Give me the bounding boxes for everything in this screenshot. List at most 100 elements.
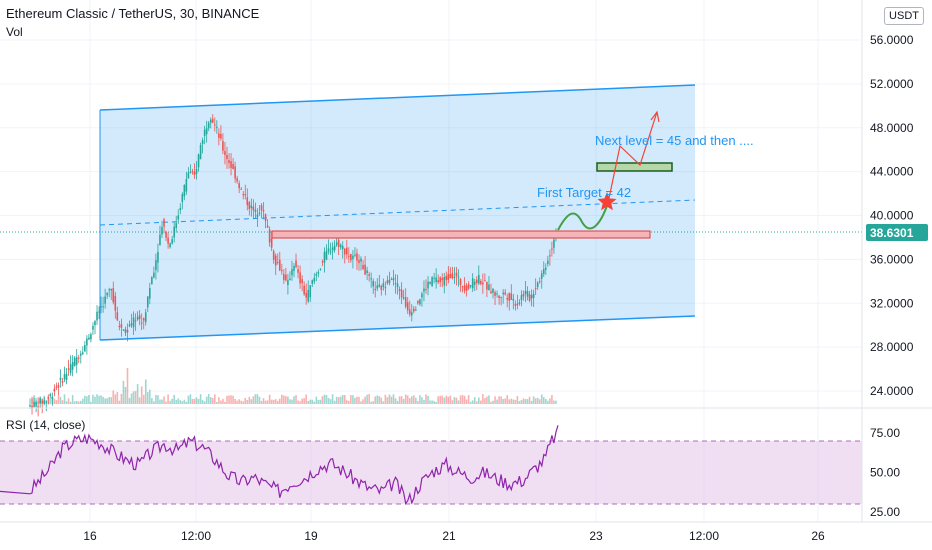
volume-bar [421, 397, 423, 404]
candle-body [449, 274, 452, 279]
volume-bar [354, 397, 356, 404]
volume-bar [526, 399, 529, 404]
candle-body [175, 223, 178, 228]
volume-bar [506, 395, 509, 404]
volume-bar [29, 398, 31, 404]
candle-body [75, 357, 78, 365]
candle-body [92, 326, 94, 330]
candle-body [116, 312, 119, 321]
volume-bar [220, 400, 222, 404]
volume-bar [232, 395, 234, 404]
volume-bar [287, 396, 289, 404]
candle-body [461, 286, 464, 288]
candle-body [35, 402, 37, 407]
candle-body [354, 254, 356, 256]
candle-body [512, 298, 515, 301]
volume-bar [55, 400, 58, 404]
volume-bar [504, 398, 506, 404]
volume-bar [372, 401, 374, 404]
candle-body [65, 373, 68, 380]
candle-body [205, 128, 208, 135]
candle-body [187, 172, 190, 179]
price-axis[interactable]: 24.0000 28.0000 32.0000 36.0000 40.0000 44.00… [870, 33, 914, 398]
volume-bar [248, 396, 251, 404]
candle-body [520, 295, 523, 301]
candle-body [396, 283, 399, 288]
volume-bar [92, 394, 94, 404]
candle-body [222, 141, 224, 151]
candle-body [110, 288, 113, 291]
volume-bar [157, 395, 159, 404]
volume-bar [520, 400, 523, 404]
volume-bar [410, 396, 413, 404]
volume-bar [335, 396, 338, 404]
candle-body [473, 281, 476, 285]
volume-bar [179, 400, 182, 404]
candle-body [151, 277, 153, 285]
candle-body [372, 280, 374, 287]
candle-body [427, 281, 429, 289]
candle-body [118, 325, 121, 328]
volume-bar [77, 401, 80, 404]
star-marker [597, 192, 617, 211]
candle-body [506, 298, 509, 300]
rsi-axis: 25.00 50.00 75.00 [870, 426, 900, 519]
volume-bar [159, 399, 161, 404]
price-tick-label: 32.0000 [870, 296, 914, 310]
grid-lines [0, 0, 862, 522]
volume-bar [473, 397, 476, 404]
volume-bar [394, 398, 397, 404]
candle-body [538, 281, 541, 283]
volume-bar [376, 395, 379, 404]
volume-bar [98, 395, 100, 404]
candle-body [532, 293, 535, 298]
volume-bar [291, 399, 293, 404]
volume-bar [216, 401, 218, 404]
candle-body [140, 322, 143, 324]
volume-bar [262, 398, 265, 404]
candle-body [51, 396, 54, 400]
volume-bar [301, 398, 303, 404]
volume-bar [492, 400, 494, 404]
candle-body [128, 324, 131, 327]
candle-body [498, 295, 500, 299]
candle-body [301, 279, 303, 284]
candle-body [274, 255, 277, 266]
volume-bar [110, 397, 113, 404]
candle-body [339, 244, 342, 248]
candle-body [242, 194, 245, 196]
candle-body [480, 281, 482, 284]
symbol-title[interactable]: Ethereum Classic / TetherUS, 30, BINANCE [6, 6, 260, 21]
time-axis[interactable]: 16 12:00 19 21 23 12:00 26 [83, 529, 825, 543]
currency-button[interactable]: USDT [884, 7, 924, 25]
candle-body [289, 278, 291, 281]
volume-bar [524, 399, 527, 404]
volume-bar [441, 395, 444, 404]
volume-bar [494, 396, 496, 404]
candle-body [325, 250, 328, 260]
candle-body [374, 288, 377, 291]
candle-body [327, 248, 330, 252]
price-tick-label: 52.0000 [870, 77, 914, 91]
candle-body [126, 329, 129, 333]
volume-bar [380, 397, 383, 404]
volume-bar [457, 400, 460, 404]
volume-label: Vol [6, 25, 23, 39]
volume-bar [323, 394, 326, 404]
candle-body [73, 357, 76, 367]
candle-body [524, 290, 527, 295]
volume-bar [53, 398, 56, 404]
volume-bar [540, 394, 543, 404]
resistance-zone [271, 230, 651, 239]
candle-body [248, 202, 251, 210]
volume-bar [63, 394, 66, 404]
candle-body [278, 259, 281, 271]
candle-body [494, 292, 496, 296]
volume-bar [79, 400, 82, 404]
volume-bar [530, 400, 533, 404]
candle-body [469, 285, 472, 287]
candle-body [207, 122, 210, 129]
candle-body [159, 234, 161, 246]
volume-bar [49, 398, 52, 404]
